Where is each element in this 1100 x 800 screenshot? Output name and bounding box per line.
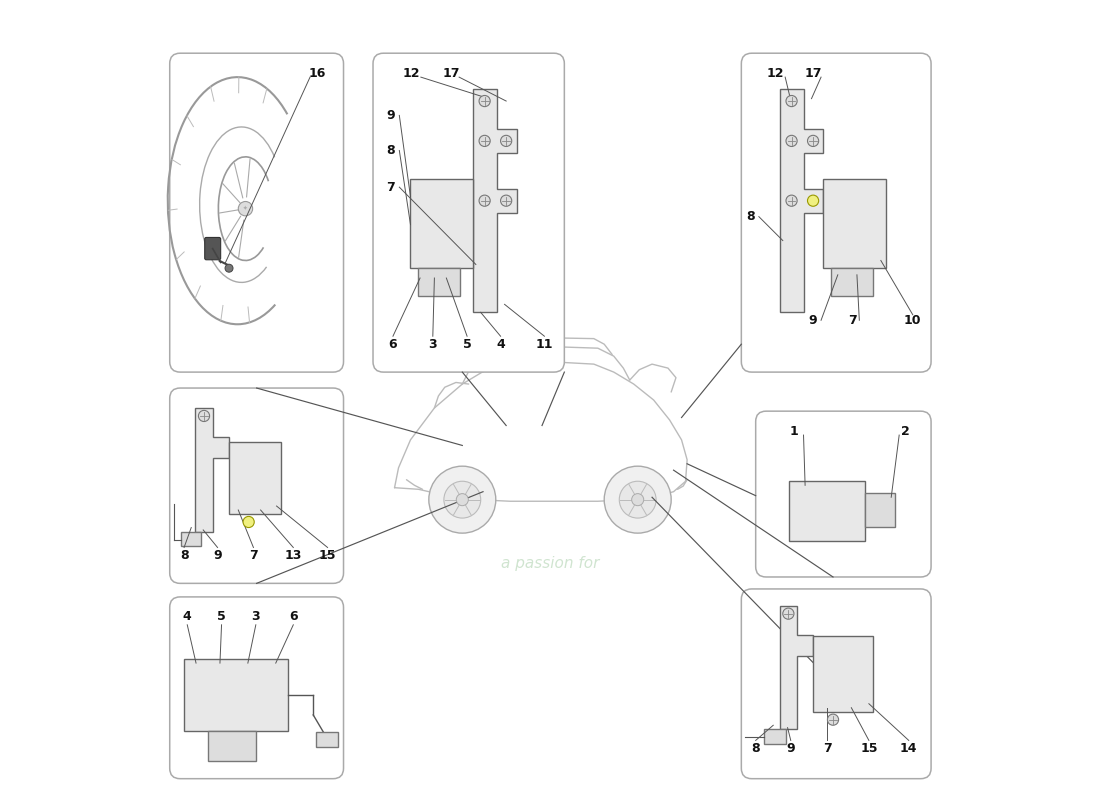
Text: 1: 1 <box>790 425 799 438</box>
Text: 8: 8 <box>386 144 395 157</box>
Circle shape <box>500 135 512 146</box>
Text: 7: 7 <box>386 181 395 194</box>
FancyBboxPatch shape <box>756 411 931 577</box>
Text: 7: 7 <box>249 549 257 562</box>
Text: 11: 11 <box>536 338 553 350</box>
Circle shape <box>239 202 253 216</box>
Text: 12: 12 <box>766 66 783 80</box>
FancyBboxPatch shape <box>184 659 288 731</box>
FancyBboxPatch shape <box>763 730 786 744</box>
Text: 9: 9 <box>786 742 795 755</box>
Text: 17: 17 <box>804 66 822 80</box>
Circle shape <box>456 494 469 506</box>
Text: 15: 15 <box>860 742 878 755</box>
FancyBboxPatch shape <box>169 388 343 583</box>
Polygon shape <box>780 89 824 312</box>
FancyBboxPatch shape <box>813 636 873 712</box>
Text: 3: 3 <box>429 338 437 350</box>
Text: 7: 7 <box>848 314 857 326</box>
Circle shape <box>444 482 481 518</box>
Text: 17: 17 <box>442 66 460 80</box>
Text: 8: 8 <box>179 549 188 562</box>
Text: 16: 16 <box>308 66 326 80</box>
Circle shape <box>478 135 491 146</box>
FancyBboxPatch shape <box>741 54 931 372</box>
Circle shape <box>783 608 794 619</box>
Text: 9: 9 <box>808 314 817 326</box>
FancyBboxPatch shape <box>316 733 338 746</box>
FancyBboxPatch shape <box>410 179 473 269</box>
Text: 6: 6 <box>388 338 397 350</box>
Text: 4: 4 <box>496 338 505 350</box>
Circle shape <box>429 466 496 533</box>
Circle shape <box>226 264 233 272</box>
Text: 15: 15 <box>319 549 337 562</box>
FancyBboxPatch shape <box>824 179 886 269</box>
FancyBboxPatch shape <box>229 442 280 514</box>
Text: 10: 10 <box>904 314 922 326</box>
FancyBboxPatch shape <box>205 238 221 260</box>
Circle shape <box>827 714 838 726</box>
FancyBboxPatch shape <box>169 54 343 372</box>
FancyBboxPatch shape <box>169 597 343 778</box>
FancyBboxPatch shape <box>789 482 865 541</box>
Text: 14: 14 <box>900 742 917 755</box>
Circle shape <box>631 494 644 506</box>
Text: 2: 2 <box>901 425 910 438</box>
Text: 5: 5 <box>463 338 472 350</box>
Text: 12: 12 <box>403 66 420 80</box>
Circle shape <box>243 516 254 527</box>
Circle shape <box>478 195 491 206</box>
Circle shape <box>604 466 671 533</box>
FancyBboxPatch shape <box>180 531 201 546</box>
Circle shape <box>619 482 656 518</box>
Polygon shape <box>780 606 813 730</box>
FancyBboxPatch shape <box>418 269 460 296</box>
Text: 9: 9 <box>213 549 222 562</box>
Text: a passion for: a passion for <box>500 556 600 571</box>
FancyBboxPatch shape <box>741 589 931 778</box>
Text: 3: 3 <box>252 610 260 623</box>
FancyBboxPatch shape <box>208 731 256 761</box>
FancyBboxPatch shape <box>373 54 564 372</box>
Circle shape <box>198 410 210 422</box>
Circle shape <box>786 95 798 106</box>
Text: 8: 8 <box>751 742 760 755</box>
Circle shape <box>500 195 512 206</box>
FancyBboxPatch shape <box>865 494 895 526</box>
Text: 13: 13 <box>285 549 303 562</box>
Text: 5: 5 <box>217 610 226 623</box>
Text: ✦: ✦ <box>243 206 248 211</box>
Text: 6: 6 <box>289 610 298 623</box>
Polygon shape <box>195 408 229 531</box>
Circle shape <box>807 195 818 206</box>
FancyBboxPatch shape <box>832 269 873 296</box>
Text: 8: 8 <box>747 210 756 223</box>
Polygon shape <box>473 89 517 312</box>
Text: 7: 7 <box>823 742 832 755</box>
Text: 9: 9 <box>386 109 395 122</box>
Circle shape <box>478 95 491 106</box>
Circle shape <box>786 135 798 146</box>
Circle shape <box>786 195 798 206</box>
Circle shape <box>807 135 818 146</box>
Text: 4: 4 <box>183 610 191 623</box>
